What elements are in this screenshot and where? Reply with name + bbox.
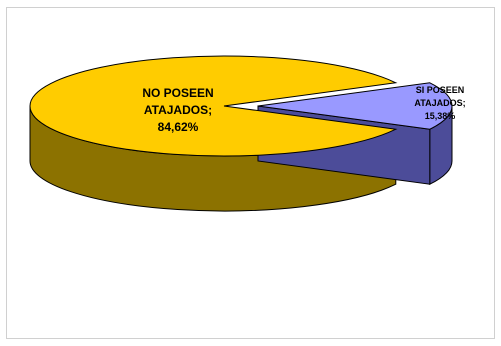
pie-tops	[29, 55, 453, 157]
label-si-line1: SI POSEEN	[416, 85, 465, 95]
slice-si-poseen-top	[257, 82, 453, 130]
label-si-value: 15,38%	[425, 111, 456, 121]
slice-label-no-poseen: NO POSEEN ATAJADOS; 84,62%	[142, 86, 213, 134]
label-no-line1: NO POSEEN	[142, 86, 213, 100]
label-no-line2: ATAJADOS;	[144, 103, 212, 117]
slice-label-si-poseen: SI POSEEN ATAJADOS; 15,38%	[414, 85, 465, 121]
slice-no-poseen-top	[29, 55, 398, 157]
label-no-value: 84,62%	[158, 120, 199, 134]
label-si-line2: ATAJADOS;	[414, 98, 465, 108]
